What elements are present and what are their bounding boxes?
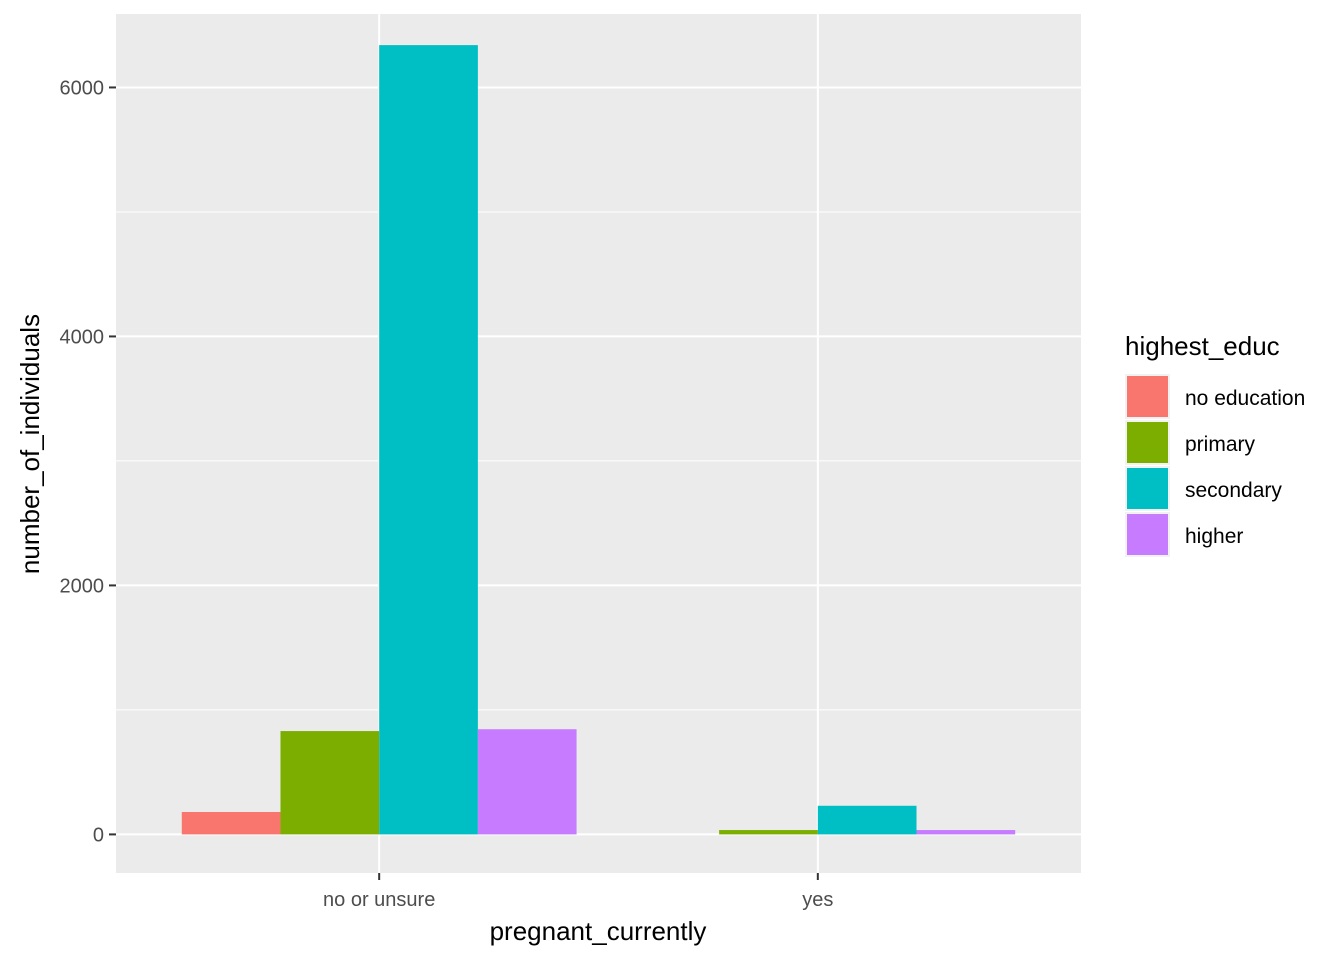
bar xyxy=(379,45,478,835)
y-axis-ticks: 0 2000 4000 6000 xyxy=(60,77,116,846)
bar xyxy=(181,811,281,835)
x-tick-label: yes xyxy=(802,889,833,911)
panel-background xyxy=(116,14,1081,873)
legend-label: primary xyxy=(1185,433,1256,456)
legend-label: higher xyxy=(1185,525,1243,548)
y-axis-title: number_of_individuals xyxy=(15,314,45,574)
bar xyxy=(280,731,380,835)
bar xyxy=(916,830,1016,835)
y-tick-label: 0 xyxy=(93,824,104,846)
legend-swatch xyxy=(1127,468,1168,509)
bars xyxy=(181,45,1016,835)
y-tick-label: 2000 xyxy=(60,575,105,597)
bar xyxy=(719,830,818,835)
y-tick-label: 6000 xyxy=(60,77,105,99)
x-axis-title: pregnant_currently xyxy=(490,916,707,946)
legend-label: no education xyxy=(1185,387,1305,410)
legend-label: secondary xyxy=(1185,479,1282,502)
legend: highest_educ no education primary secondar… xyxy=(1125,331,1305,557)
x-tick-label: no or unsure xyxy=(323,889,435,911)
minor-grid xyxy=(116,211,1081,711)
bar xyxy=(477,729,577,835)
legend-swatch xyxy=(1127,514,1168,555)
y-tick-label: 4000 xyxy=(60,326,105,348)
legend-swatch xyxy=(1127,422,1168,463)
legend-swatch xyxy=(1127,376,1168,417)
x-axis-ticks: no or unsure yes xyxy=(323,873,833,911)
legend-title: highest_educ xyxy=(1125,331,1280,361)
bar xyxy=(817,805,917,835)
